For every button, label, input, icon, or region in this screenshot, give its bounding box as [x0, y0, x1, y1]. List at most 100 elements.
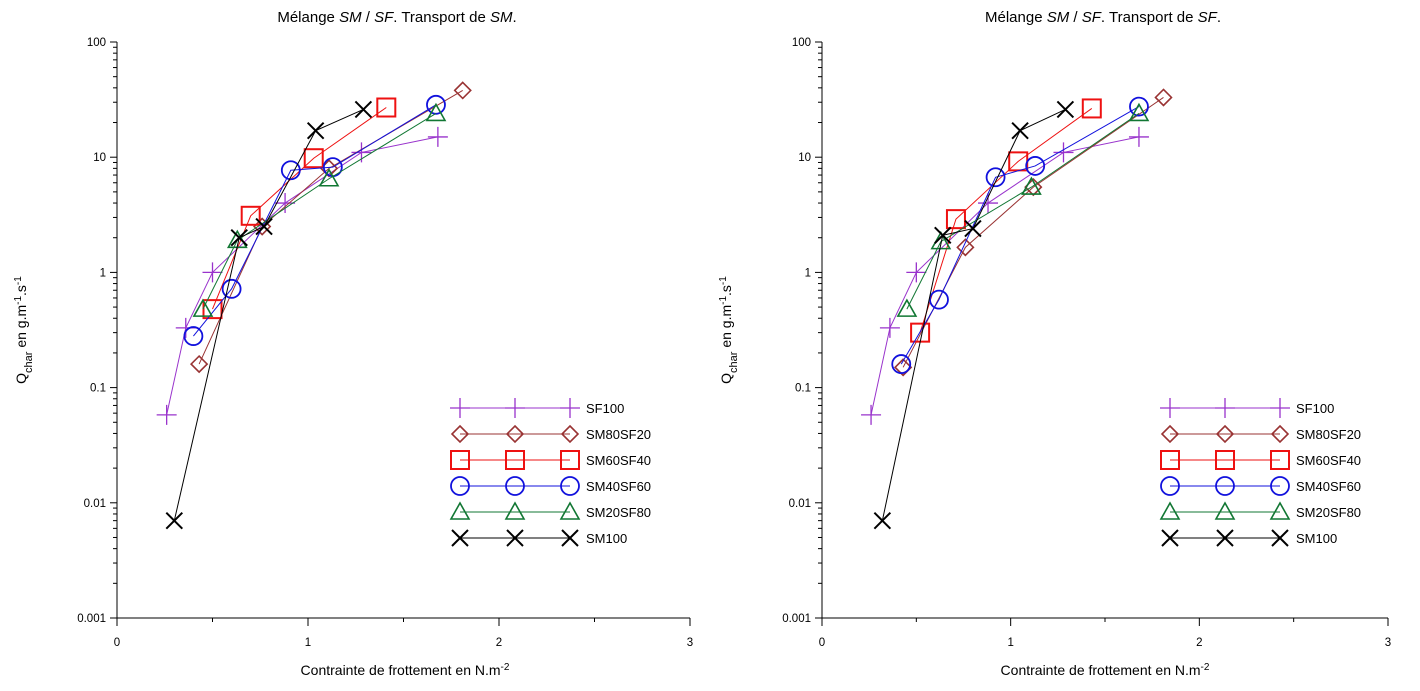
data-point-plus [879, 317, 900, 338]
data-point-plus [861, 404, 882, 425]
ylabel_parts-part: -1 [718, 276, 729, 285]
legend-marker-diamond [505, 424, 525, 444]
legend-label: SM40SF60 [1296, 479, 1361, 494]
data-point-x [306, 121, 325, 140]
legend-marker-x [451, 529, 469, 547]
data-point-diamond [189, 354, 209, 374]
y-tick-label: 0.01 [789, 498, 811, 510]
data-point-triangle [425, 102, 447, 122]
data-point-square [945, 209, 966, 230]
legend-marker-plus [450, 398, 470, 418]
data-point-plus [202, 262, 223, 283]
series-SM100 [873, 100, 1075, 530]
x-tick-label: 2 [1196, 637, 1202, 649]
data-point-triangle [1128, 102, 1150, 122]
x-tick-label: 1 [1007, 637, 1013, 649]
ylabel_parts-part: char [23, 351, 35, 373]
data-point-x [964, 219, 982, 238]
data-point-triangle [896, 298, 918, 317]
y-tick-label: 1 [100, 267, 106, 279]
y-tick-label: 0.1 [795, 383, 811, 395]
data-point-plus [1053, 142, 1074, 163]
legend-label: SF100 [1296, 401, 1334, 416]
title_parts-part: Mélange [277, 9, 339, 26]
series-line [202, 112, 437, 310]
data-point-plus [427, 126, 448, 147]
y-axis-label: Qchar en g.m-1.s-1 [718, 276, 741, 384]
legend-marker-diamond [560, 424, 580, 444]
y-tick-label: 10 [93, 152, 106, 164]
legend-marker-square [560, 450, 580, 470]
data-point-x [230, 229, 248, 247]
y-tick-label: 1 [805, 267, 811, 279]
data-point-plus [156, 404, 177, 425]
title_parts-part: . [1217, 9, 1221, 26]
legend-marker-plus [1270, 398, 1290, 418]
data-point-triangle [1021, 176, 1042, 195]
title_parts-part: SM [1047, 9, 1070, 26]
legend-marker-square [450, 450, 470, 470]
legend-label: SM100 [1296, 531, 1337, 546]
ylabel_parts-part: -1 [718, 296, 729, 305]
legend-marker-plus [1160, 398, 1180, 418]
title_parts-part: SF [1082, 9, 1102, 26]
legend: SF100 SM80SF20 SM60SF40 SM40SF60 SM20SF80 SM1… [449, 398, 651, 547]
y-axis-label: Qchar en g.m-1.s-1 [13, 276, 36, 384]
y-tick-label: 10 [798, 152, 811, 164]
data-point-diamond [893, 358, 913, 377]
legend-marker-diamond [1160, 424, 1180, 444]
data-point-diamond [1154, 88, 1173, 107]
data-point-circle [929, 289, 949, 310]
series-SF100 [156, 126, 448, 425]
title_parts-part: Mélange [985, 9, 1047, 26]
legend-label: SM100 [586, 531, 627, 546]
title_parts-part: SM [490, 9, 513, 26]
legend-label: SM20SF80 [586, 505, 651, 520]
legend-marker-x [1216, 529, 1234, 547]
series-line [919, 108, 1093, 333]
data-point-triangle [192, 298, 214, 317]
series-SM60SF40 [202, 97, 397, 320]
legend: SF100 SM80SF20 SM60SF40 SM40SF60 SM20SF80 SM1… [1159, 398, 1361, 547]
series-line [193, 104, 437, 337]
legend-label: SM60SF40 [1296, 453, 1361, 468]
legend-label: SM80SF20 [586, 427, 651, 442]
ylabel_parts-part: -1 [13, 296, 24, 305]
title_parts-part: SF [1198, 9, 1218, 26]
data-point-square [303, 148, 324, 169]
legend-marker-plus [505, 398, 525, 418]
legend-marker-triangle [449, 501, 471, 520]
x-tick-label: 0 [819, 637, 825, 649]
title_parts-part: . Transport de [393, 9, 490, 26]
data-point-plus [1128, 126, 1149, 147]
chart-panel-2: 0.001 0.01 0.1 1 10 100 0 1 2 3 Mélange SM / SF. T… [718, 9, 1392, 678]
ylabel_parts-part: char [728, 351, 740, 373]
x-tick-label: 3 [1385, 637, 1391, 649]
series-SM80SF20 [893, 88, 1173, 377]
xlabel_parts-part: -2 [501, 662, 510, 673]
legend-marker-circle [560, 476, 580, 496]
data-point-x [165, 511, 184, 530]
legend-label: SM80SF20 [1296, 427, 1361, 442]
legend-marker-circle [505, 476, 525, 496]
ylabel_parts-part: .s [13, 285, 29, 296]
data-point-square [376, 97, 397, 118]
y-tick-label: 0.01 [84, 498, 106, 510]
title_parts-part: . Transport de [1101, 9, 1198, 26]
chart-panel-1: 0.001 0.01 0.1 1 10 100 0 1 2 3 Mélange SM / SF. T… [13, 9, 694, 678]
x-tick-label: 0 [114, 637, 120, 649]
legend-marker-triangle [1214, 501, 1236, 520]
legend-label: SF100 [586, 401, 624, 416]
data-point-x [354, 100, 373, 119]
data-point-circle [1025, 156, 1046, 176]
data-point-diamond [956, 238, 975, 257]
ylabel_parts-part: Q [13, 373, 29, 384]
data-point-square [1081, 98, 1102, 119]
series-SM20SF80 [192, 102, 447, 317]
legend-marker-plus [1215, 398, 1235, 418]
legend-marker-circle [450, 476, 470, 496]
chart-title: Mélange SM / SF. Transport de SF. [985, 9, 1221, 26]
legend-marker-triangle [1269, 501, 1291, 520]
